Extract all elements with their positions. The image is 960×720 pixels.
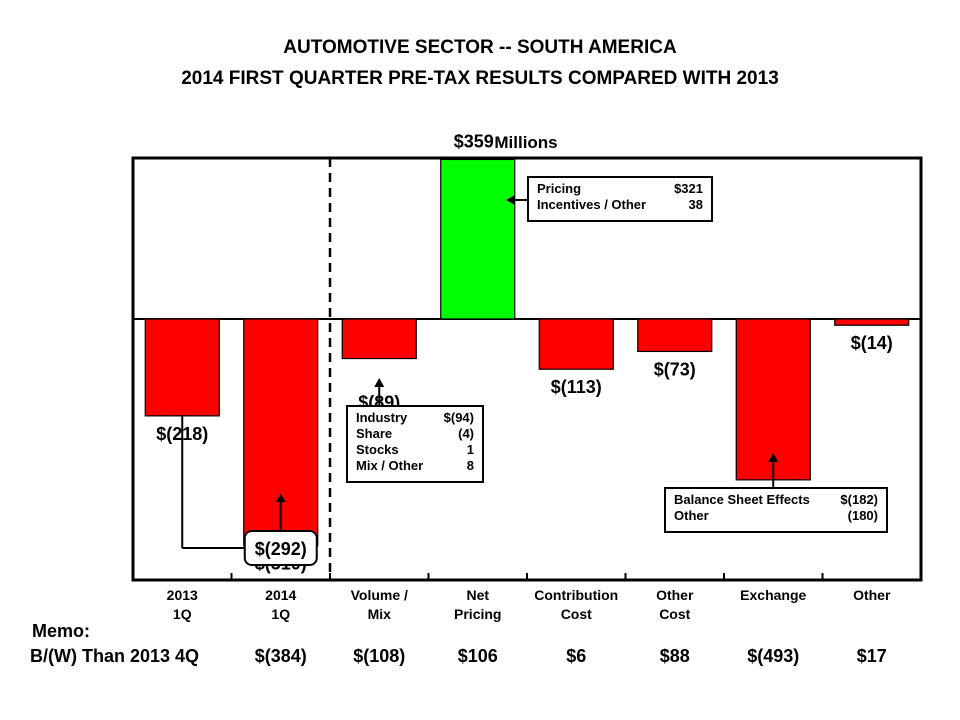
value-label-3: $359 [454, 131, 494, 151]
memo-title: Memo: [32, 621, 90, 641]
value-label-4: $(113) [551, 377, 602, 397]
memo-label: B/(W) Than 2013 4Q [30, 646, 200, 666]
memo-value-0: $(384) [254, 646, 307, 666]
callout-row: Pricing $321 [537, 181, 703, 197]
callout-row: Stocks 1 [356, 442, 474, 458]
callout-row: Other (180) [674, 508, 878, 524]
category-label-3: Net Pricing [454, 587, 502, 622]
category-label-7: Other [853, 587, 891, 603]
callout-row: Industry $(94) [356, 410, 474, 426]
difference-label: $(292) [255, 539, 307, 559]
callout-row: Mix / Other 8 [356, 458, 474, 474]
memo-value-4: $88 [659, 646, 690, 666]
callout-row-label: Stocks [356, 442, 399, 457]
category-label-6: Exchange [740, 587, 807, 603]
callout-row-value: $(182) [840, 492, 878, 507]
chart-title-line-2: 2014 FIRST QUARTER PRE-TAX RESULTS COMPA… [181, 68, 779, 89]
chart-title-line-1: AUTOMOTIVE SECTOR -- SOUTH AMERICA [283, 37, 677, 58]
bar-0 [144, 318, 220, 417]
callout-row-label: Incentives / Other [537, 197, 647, 212]
callout-row-value: $321 [674, 181, 703, 196]
pricing-callout: Pricing $321 Incentives / Other 38 [527, 176, 713, 222]
callout-row: Balance Sheet Effects $(182) [674, 492, 878, 508]
callout-row-value: (180) [847, 508, 878, 523]
volume-arrow-head [374, 378, 385, 387]
diff-arrow-head [275, 494, 286, 502]
callout-row-label: Industry [356, 410, 408, 425]
bar-5 [637, 318, 713, 353]
bar-4 [538, 318, 614, 370]
callout-row-value: 1 [466, 442, 474, 457]
exchange-arrow-head [768, 453, 779, 462]
category-label-2: Volume / Mix [350, 587, 408, 622]
volume-mix-callout: Industry $(94) Share (4) Stocks 1 Mix / Other 8 [346, 405, 484, 483]
value-label-7: $(14) [851, 333, 893, 353]
callout-row: Incentives / Other 38 [537, 197, 703, 213]
memo-value-2: $106 [457, 646, 498, 666]
bar-2 [341, 318, 417, 360]
memo-value-1: $(108) [353, 646, 406, 666]
value-label-5: $(73) [654, 359, 696, 379]
callout-row-label: Mix / Other [356, 458, 424, 473]
callout-row-label: Share [356, 426, 393, 441]
callout-row-label: Pricing [537, 181, 582, 196]
memo-value-6: $17 [856, 646, 887, 666]
bar-3 [440, 158, 516, 320]
callout-row-value: (4) [458, 426, 474, 441]
callout-row-value: 38 [688, 197, 703, 212]
category-label-1: 2014 1Q [265, 587, 297, 622]
difference-box [243, 530, 318, 566]
category-label-0: 2013 1Q [166, 587, 198, 622]
category-label-4: Contribution Cost [534, 587, 619, 622]
exchange-callout: Balance Sheet Effects $(182) Other (180) [664, 487, 888, 533]
callout-row-label: Other [674, 508, 709, 523]
unit-label: Millions [494, 133, 558, 152]
category-label-5: Other Cost [656, 587, 694, 622]
callout-row-value: 8 [466, 458, 474, 473]
callout-row-value: $(94) [443, 410, 474, 425]
memo-value-3: $6 [566, 646, 587, 666]
callout-row: Share (4) [356, 426, 474, 442]
memo-value-5: $(493) [747, 646, 800, 666]
callout-row-label: Balance Sheet Effects [674, 492, 810, 507]
bar-7 [834, 318, 910, 326]
pricing-arrow-head [506, 195, 515, 205]
